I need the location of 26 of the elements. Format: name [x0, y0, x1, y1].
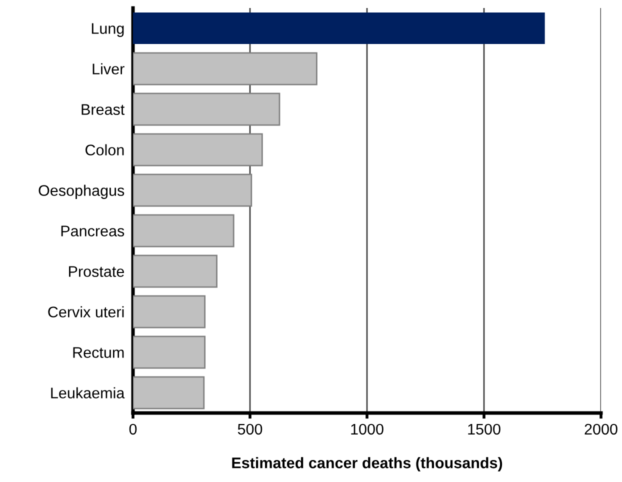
y-tick-label: Lung — [92, 23, 124, 37]
bar — [133, 174, 252, 207]
y-tick-label: Pancreas — [61, 226, 124, 236]
bar — [133, 133, 263, 166]
x-axis-title: Estimated cancer deaths (thousands) — [232, 457, 502, 472]
y-tick-label: Rectum — [73, 347, 124, 358]
bar — [133, 92, 280, 126]
bar — [133, 214, 234, 248]
y-tick-label: Leukaemia — [51, 387, 125, 398]
bar — [133, 336, 206, 369]
bar — [133, 376, 205, 410]
y-tick-label: Liver — [92, 63, 124, 74]
bar — [133, 12, 545, 44]
bar — [133, 295, 206, 328]
y-tick-label: Breast — [82, 104, 125, 115]
x-tick-label: 0 — [129, 424, 137, 435]
y-tick-label: Oesophagus — [38, 184, 124, 199]
x-tick-label: 2000 — [584, 424, 618, 435]
y-tick-label: Cervix uteri — [48, 306, 124, 318]
x-tick-label: 1000 — [351, 424, 384, 435]
bar — [133, 52, 318, 86]
x-tick-label: 1500 — [468, 424, 500, 435]
x-tick-label: 500 — [238, 424, 262, 435]
y-tick-label: Prostate — [69, 266, 124, 277]
y-tick-label: Colon — [86, 144, 124, 156]
bar — [133, 254, 218, 288]
